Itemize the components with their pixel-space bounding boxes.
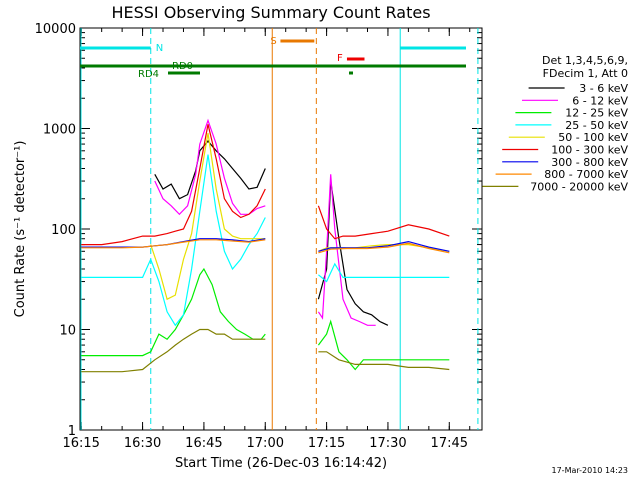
y-axis-label: Count Rate (s⁻¹ detector⁻¹) <box>13 141 28 318</box>
legend-entry: 800 - 7000 keV <box>544 168 628 181</box>
series-line <box>317 180 389 326</box>
series-line <box>81 267 266 357</box>
y-tick-label: 10 <box>59 324 76 339</box>
y-tick-label: 100 <box>51 223 76 238</box>
series-line <box>154 118 266 216</box>
x-tick-label: 17:15 <box>308 436 345 451</box>
legend-entry: 25 - 50 keV <box>565 119 628 132</box>
saa-label: S <box>270 36 276 47</box>
legend-entry: 100 - 300 keV <box>551 144 628 157</box>
series-line <box>81 238 266 248</box>
x-tick-label: 17:00 <box>247 436 284 451</box>
series-line <box>81 124 266 246</box>
observing-annotations: N S F RD0 RD4 <box>80 28 479 430</box>
series-line <box>318 262 450 283</box>
series-line <box>81 154 266 327</box>
flare-label: F <box>337 53 343 64</box>
series-line <box>150 132 266 301</box>
legend-entry: 300 - 800 keV <box>551 156 628 169</box>
y-tick-label: 10000 <box>35 22 76 37</box>
legend-entry: 3 - 6 keV <box>579 82 628 95</box>
legend-entry: 12 - 25 keV <box>565 107 628 120</box>
x-tick-label: 16:15 <box>62 436 99 451</box>
rd0-label: RD0 <box>172 61 193 72</box>
series-line <box>318 240 450 252</box>
x-tick-label: 17:45 <box>431 436 468 451</box>
series-lines <box>81 118 450 373</box>
x-axis: 16:15 16:30 16:45 17:00 17:15 17:30 17:45 <box>62 28 471 451</box>
x-axis-label: Start Time (26-Dec-03 16:14:42) <box>175 456 387 471</box>
night-label: N <box>156 43 163 54</box>
legend-entry: 50 - 100 keV <box>558 131 628 144</box>
legend-header-line-2: FDecim 1, Att 0 <box>543 67 628 80</box>
rd4-label: RD4 <box>138 69 159 80</box>
legend: Det 1,3,4,5,6,9, FDecim 1, Att 0 3 - 6 k… <box>482 54 628 193</box>
series-line <box>318 242 450 254</box>
series-line <box>318 351 450 371</box>
footer-date: 17-Mar-2010 14:23 <box>552 466 629 475</box>
x-tick-label: 16:30 <box>124 436 161 451</box>
series-line <box>81 328 266 373</box>
legend-entry: 7000 - 20000 keV <box>530 180 628 193</box>
y-tick-label: 1000 <box>43 123 76 138</box>
chart-title: HESSI Observing Summary Count Rates <box>111 3 430 22</box>
series-line <box>154 140 266 200</box>
legend-header-line-1: Det 1,3,4,5,6,9, <box>542 54 628 67</box>
x-tick-label: 16:45 <box>185 436 222 451</box>
series-line <box>317 174 376 326</box>
series-line <box>317 319 450 371</box>
series-line <box>81 239 266 249</box>
y-tick-label: 1 <box>68 424 76 439</box>
x-tick-label: 17:30 <box>369 436 406 451</box>
series-line <box>317 205 450 240</box>
legend-entry: 6 - 12 keV <box>572 94 628 107</box>
